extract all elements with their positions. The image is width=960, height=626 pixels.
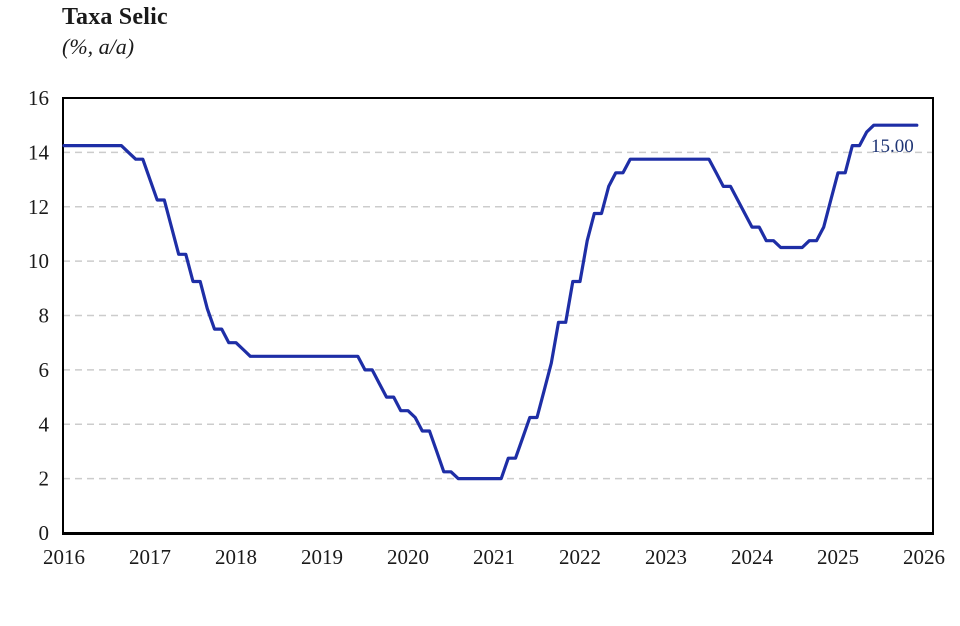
x-tick-label-2016: 2016 [43, 545, 85, 569]
y-tick-label-0: 0 [39, 521, 50, 545]
x-tick-label-2020: 2020 [387, 545, 429, 569]
x-tick-label-2019: 2019 [301, 545, 343, 569]
y-tick-label-8: 8 [39, 304, 50, 328]
y-tick-label-2: 2 [39, 467, 50, 491]
x-tick-label-2024: 2024 [731, 545, 774, 569]
x-tick-label-2022: 2022 [559, 545, 601, 569]
selic-rate-line [62, 123, 919, 481]
x-tick-label-2017: 2017 [129, 545, 171, 569]
y-tick-label-16: 16 [28, 86, 49, 110]
y-tick-label-14: 14 [28, 140, 50, 164]
y-tick-label-6: 6 [39, 358, 50, 382]
x-tick-label-2018: 2018 [215, 545, 257, 569]
chart-title: Taxa Selic [62, 4, 168, 30]
x-tick-label-2021: 2021 [473, 545, 515, 569]
x-tick-label-2025: 2025 [817, 545, 859, 569]
x-tick-label-2023: 2023 [645, 545, 687, 569]
y-tick-label-12: 12 [28, 195, 49, 219]
y-tick-label-4: 4 [39, 412, 50, 436]
y-tick-label-10: 10 [28, 249, 49, 273]
chart-subtitle: (%, a/a) [62, 34, 135, 59]
x-tick-label-2026: 2026 [903, 545, 945, 569]
last-value-label: 15.00 [871, 136, 914, 157]
